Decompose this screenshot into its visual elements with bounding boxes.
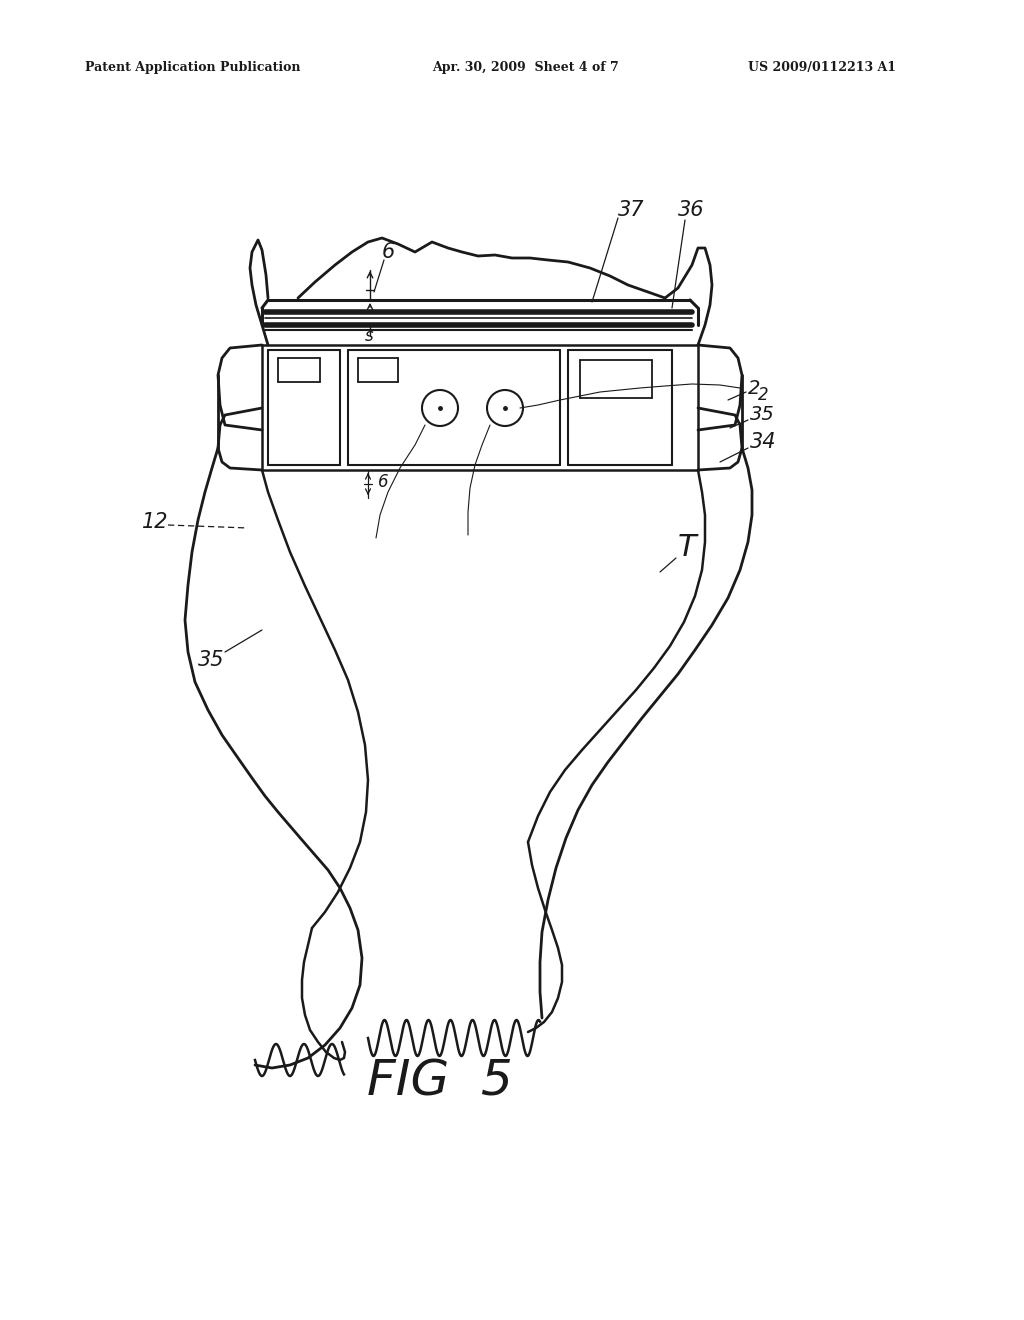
Text: T: T [678, 533, 696, 562]
Text: 6: 6 [378, 473, 389, 491]
Text: 37: 37 [618, 201, 644, 220]
Text: 35: 35 [198, 649, 224, 671]
Text: FIG  5: FIG 5 [367, 1059, 513, 1106]
Text: 34: 34 [750, 432, 776, 451]
Text: 2: 2 [748, 379, 761, 397]
Text: 6: 6 [382, 242, 395, 261]
Text: Apr. 30, 2009  Sheet 4 of 7: Apr. 30, 2009 Sheet 4 of 7 [432, 62, 618, 74]
Text: 2: 2 [758, 385, 769, 404]
Text: Patent Application Publication: Patent Application Publication [85, 62, 300, 74]
Text: 36: 36 [678, 201, 705, 220]
Text: US 2009/0112213 A1: US 2009/0112213 A1 [748, 62, 896, 74]
Text: s: s [365, 327, 374, 345]
Text: 35: 35 [750, 405, 775, 425]
Text: 12: 12 [142, 512, 169, 532]
